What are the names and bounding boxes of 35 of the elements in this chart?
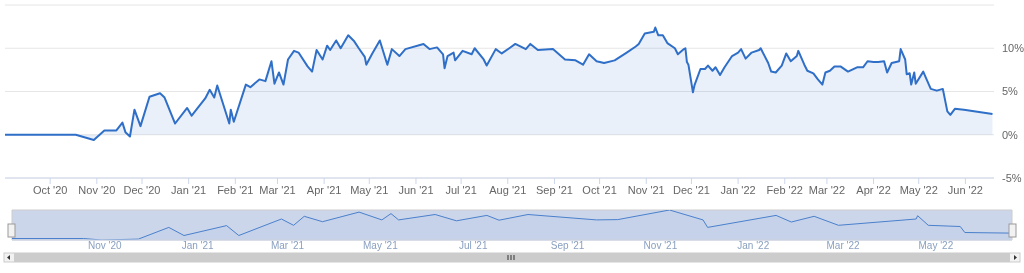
y-tick-label: 0% [1002,128,1019,141]
x-tick-label: Mar '22 [826,240,860,252]
x-tick-label: Jul '21 [458,240,488,252]
x-tick-label: Nov '20 [88,240,123,252]
x-tick-label: May '21 [362,240,399,252]
x-tick-label: Mar '22 [808,183,846,196]
x-tick-label: May '22 [918,240,954,252]
x-tick-label: Dec '21 [672,183,710,196]
x-tick-label: Jun '22 [947,183,983,196]
x-tick-label: Nov '21 [643,240,678,252]
x-tick-label: Jan '21 [181,240,215,252]
x-tick-label: Mar '21 [259,183,296,196]
x-tick-label: Feb '22 [766,183,803,196]
x-tick-label: Jan '22 [737,240,770,252]
x-tick-label: Nov '20 [78,183,116,196]
y-tick-label: 5% [1002,85,1019,98]
x-tick-label: Feb '21 [217,183,254,196]
x-tick-label: Apr '22 [856,183,891,196]
x-tick-label: Dec '20 [123,183,161,196]
x-tick-label: Apr '21 [306,183,342,196]
x-tick-label: Sep '21 [535,183,573,196]
x-tick-label: May '21 [350,183,389,196]
x-tick-label: Nov '21 [627,183,665,196]
x-tick-label: Jun '21 [398,183,434,196]
x-tick-label: May '22 [899,183,938,196]
x-tick-label: Jan '21 [171,183,207,196]
x-tick-label: Oct '20 [32,183,68,196]
x-tick-label: Oct '21 [582,183,617,196]
x-tick-label: Jul '21 [445,183,477,196]
y-tick-label: 10% [1002,42,1024,55]
x-tick-label: Mar '21 [270,240,305,252]
x-tick-label: Aug '21 [489,183,527,196]
x-tick-label: Sep '21 [550,240,585,252]
y-tick-label: -5% [1002,171,1022,184]
x-tick-label: Jan '22 [720,183,756,196]
